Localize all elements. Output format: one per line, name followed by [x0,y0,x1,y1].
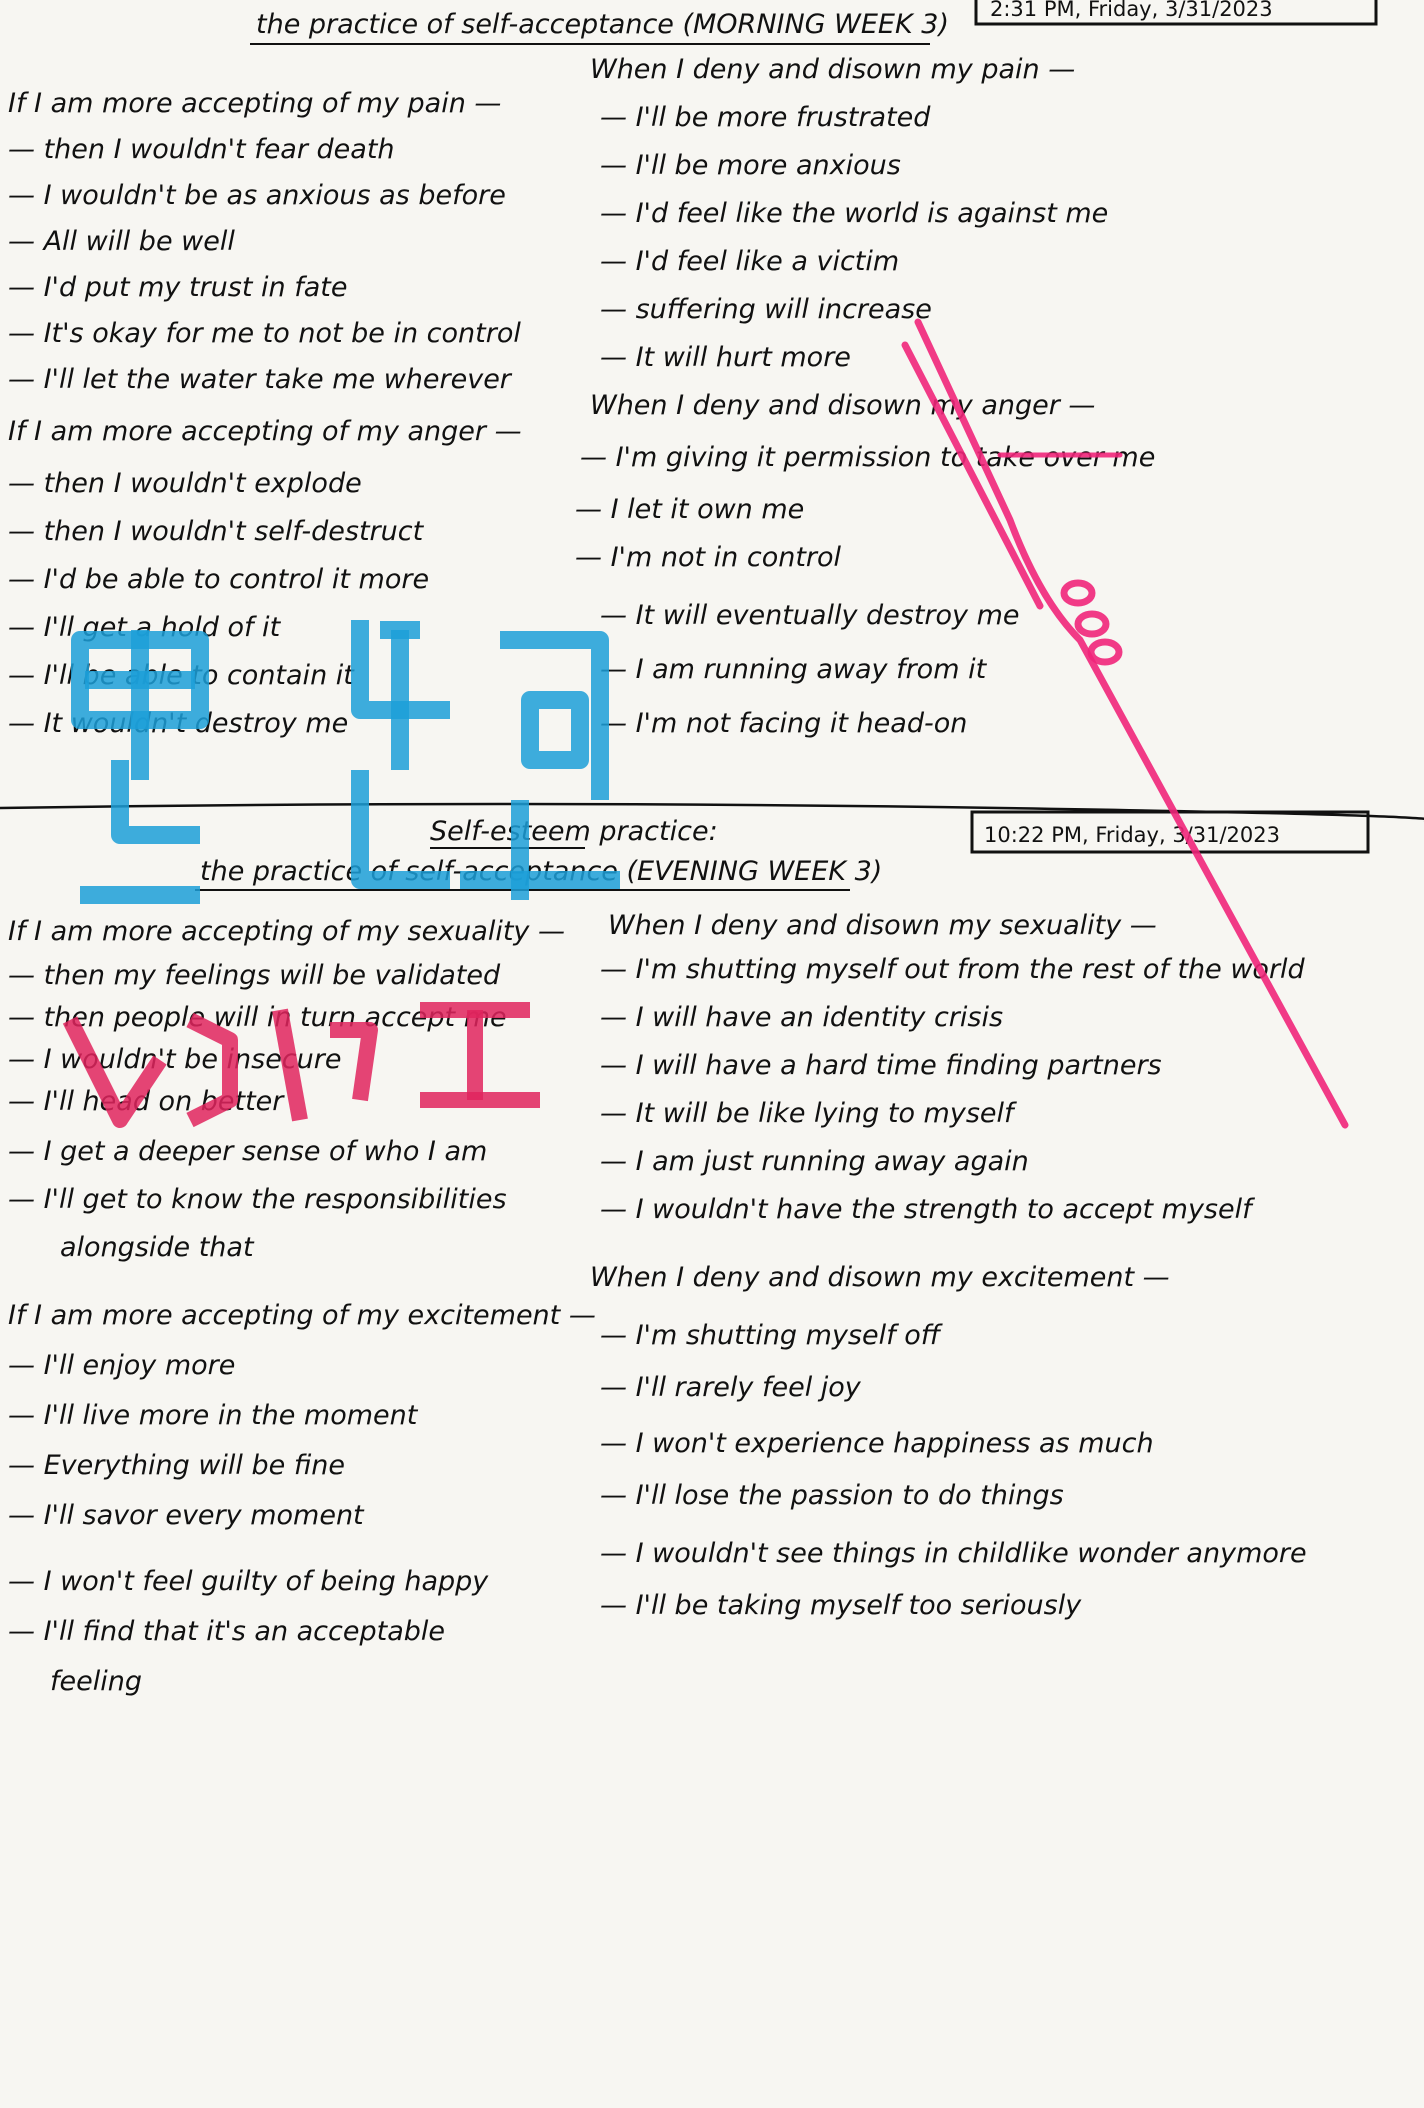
seal-stroke [71,631,209,729]
list-item: — I'm shutting myself off [600,1320,943,1351]
list-item: — I wouldn't have the strength to accept… [600,1194,1255,1225]
list-item: — I'll be taking myself too seriously [600,1590,1082,1621]
ribbon-strand-left [901,341,1044,610]
sexuality-deny-block: When I deny and disown my sexuality — — … [600,910,1306,1225]
list-item: — It will hurt more [600,342,851,373]
seal-stroke [62,1016,167,1128]
list-item: — It's okay for me to not be in control [8,318,521,349]
morning-timestamp: 2:31 PM, Friday, 3/31/2023 [990,0,1273,21]
list-item: — I'm shutting myself out from the rest … [600,954,1306,985]
list-item: — I won't feel guilty of being happy [8,1566,489,1597]
seal-stroke [521,691,589,769]
list-item: — It will be like lying to myself [600,1098,1017,1129]
anger-accept-block: If I am more accepting of my anger — — t… [8,416,522,739]
list-item: — I'll rarely feel joy [600,1372,862,1403]
list-item: — I'll live more in the moment [8,1400,419,1431]
pain-deny-block: When I deny and disown my pain — — I'll … [590,54,1108,373]
blue-seal-stamp [71,620,620,904]
seal-stroke [186,1012,238,1128]
section-divider [0,802,1424,822]
anger-accept-heading: If I am more accepting of my anger — [8,416,522,447]
list-item: — I'll savor every moment [8,1500,365,1531]
list-item: — I wouldn't be as anxious as before [8,180,506,211]
list-item: — then my feelings will be validated [8,960,501,991]
ribbon-strand-main [914,318,1349,1129]
anger-deny-heading: When I deny and disown my anger — [590,390,1095,421]
list-item: — I'll get to know the responsibilities [8,1184,507,1215]
excitement-deny-heading: When I deny and disown my excitement — [590,1262,1170,1293]
list-item: — I won't experience happiness as much [600,1428,1154,1459]
seal-stroke [272,1008,308,1122]
seal-stroke [351,770,450,889]
excitement-accept-heading: If I am more accepting of my excitement … [8,1300,596,1331]
pain-deny-heading: When I deny and disown my pain — [590,54,1075,85]
pain-accept-heading: If I am more accepting of my pain — [8,88,501,119]
list-item: — It will eventually destroy me [600,600,1020,631]
ribbon-knot-1 [1060,579,1096,607]
list-item: — then I wouldn't self-destruct [8,516,425,547]
evening-timestamp: 10:22 PM, Friday, 3/31/2023 [984,823,1280,847]
anger-deny-block: When I deny and disown my anger — — I'm … [575,390,1155,739]
list-item: — I get a deeper sense of who I am [8,1136,487,1167]
seal-stroke [500,631,609,800]
list-item: — I'll let the water take me wherever [8,364,513,395]
seal-stroke [330,1022,378,1102]
list-item: — Everything will be fine [8,1450,345,1481]
list-item: — I will have a hard time finding partne… [600,1050,1162,1081]
ribbon-knot-2 [1074,610,1110,638]
seal-stroke [351,620,450,719]
ribbon-knot-3 [1087,638,1123,666]
list-item: — I'll enjoy more [8,1350,235,1381]
list-item: — I'd feel like the world is against me [600,198,1108,229]
list-item: — I'd put my trust in fate [8,272,347,303]
sexuality-accept-heading: If I am more accepting of my sexuality — [8,916,565,947]
list-item: — then I wouldn't explode [8,468,362,499]
list-item: — I'm not in control [575,542,842,573]
list-item: — I wouldn't see things in childlike won… [600,1538,1307,1569]
red-seal-stamp [62,1002,540,1128]
morning-timestamp-box [974,0,1378,26]
pink-ribbon-doodle [901,318,1349,1129]
list-item: — I'll be more frustrated [600,102,931,133]
list-item: — I am just running away again [600,1146,1029,1177]
excitement-accept-block: If I am more accepting of my excitement … [8,1300,596,1697]
list-item: — I'll find that it's an acceptable [8,1616,445,1647]
list-item: — I am running away from it [600,654,988,685]
seal-stroke [111,760,200,844]
list-item: — I'm not facing it head-on [600,708,967,739]
evening-note: Self-esteem practice: [430,816,718,847]
list-item: — I'll be more anxious [600,150,901,181]
list-item: — I let it own me [575,494,804,525]
list-item: feeling [50,1666,142,1697]
morning-title: the practice of self-acceptance (MORNING… [256,9,949,40]
sexuality-deny-heading: When I deny and disown my sexuality — [608,910,1157,941]
list-item: — I'd be able to control it more [8,564,429,595]
list-item: — I'd feel like a victim [600,246,899,277]
list-item: — then I wouldn't fear death [8,134,395,165]
list-item: — I'll lose the passion to do things [600,1480,1064,1511]
excitement-deny-block: When I deny and disown my excitement — —… [590,1262,1307,1621]
list-item: alongside that [60,1232,255,1263]
list-item: — suffering will increase [600,294,932,325]
pain-accept-block: If I am more accepting of my pain — — th… [8,88,521,395]
list-item: — All will be well [8,226,235,257]
list-item: — I will have an identity crisis [600,1002,1003,1033]
